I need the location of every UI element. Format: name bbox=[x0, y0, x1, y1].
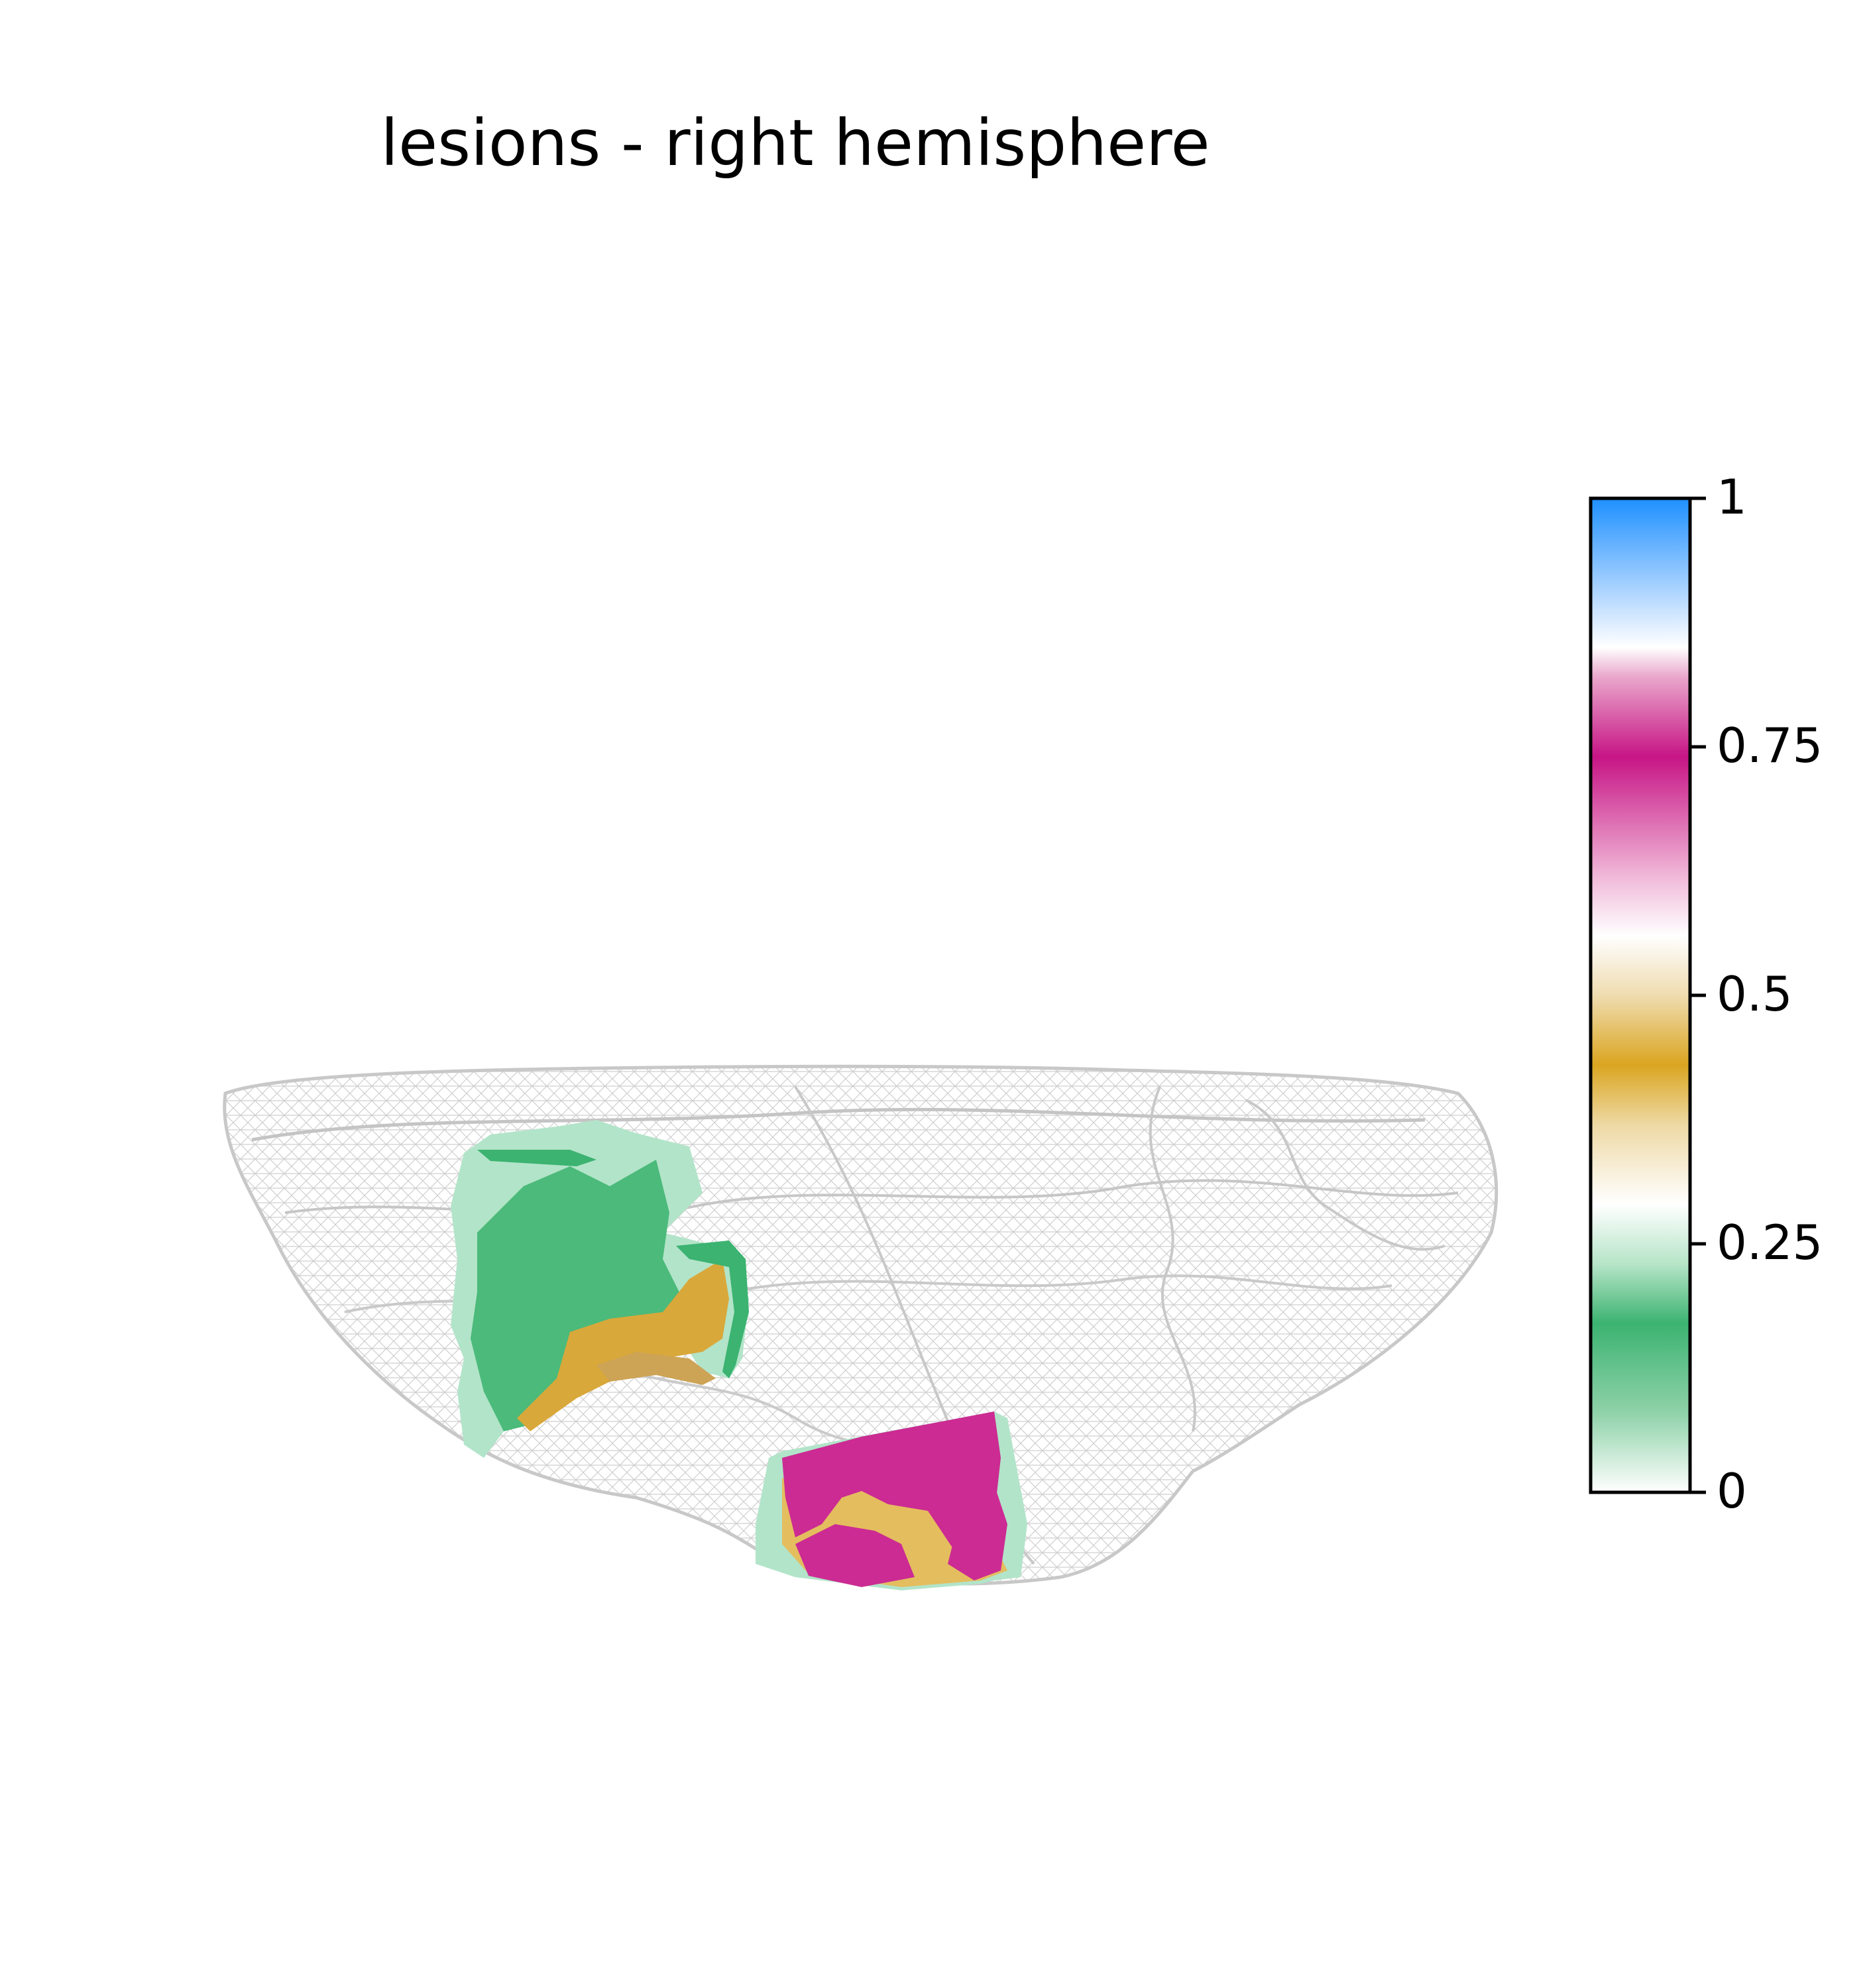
lesion-frontal-green-strip-top bbox=[477, 1150, 596, 1166]
colorbar-fill bbox=[1591, 498, 1690, 1492]
colorbar-tick-label: 0.75 bbox=[1717, 718, 1823, 773]
colorbar-tick-label: 0.5 bbox=[1717, 966, 1793, 1022]
colorbar bbox=[1589, 496, 1706, 1494]
colorbar-ticks bbox=[1690, 496, 1706, 1494]
colorbar-tick-label: 1 bbox=[1717, 469, 1747, 525]
figure-title: lesions - right hemisphere bbox=[380, 106, 1210, 180]
colorbar-tick-label: 0 bbox=[1717, 1463, 1747, 1519]
lesion-temporal-magenta-right bbox=[948, 1484, 1007, 1580]
brain-fold-5 bbox=[1149, 1086, 1196, 1432]
lesion-frontal-green-edge bbox=[676, 1241, 749, 1378]
lesion-temporal bbox=[756, 1411, 1027, 1590]
brain-fold-1 bbox=[251, 1107, 1426, 1142]
brain-fold-7 bbox=[1245, 1099, 1445, 1251]
colorbar-tick-label: 0.25 bbox=[1717, 1215, 1823, 1270]
lesion-temporal-magenta-lower bbox=[795, 1524, 915, 1587]
lesion-frontal-green-core bbox=[471, 1160, 683, 1431]
lesion-frontal-gold-stripe bbox=[596, 1352, 716, 1385]
lesion-temporal-magenta-core bbox=[782, 1411, 1001, 1551]
lesion-frontal-gold bbox=[517, 1259, 729, 1431]
lesion-frontal bbox=[451, 1120, 749, 1458]
